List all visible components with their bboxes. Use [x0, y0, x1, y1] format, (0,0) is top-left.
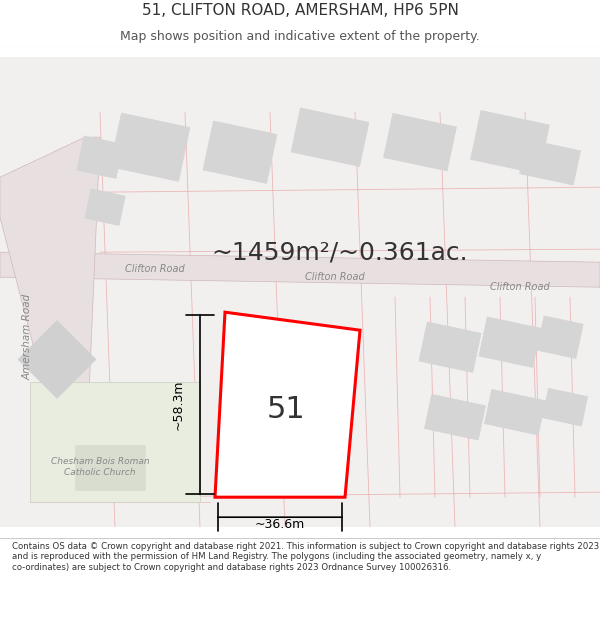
Polygon shape [215, 312, 360, 497]
Bar [75, 444, 145, 489]
Bar [419, 322, 481, 372]
Text: Clifton Road: Clifton Road [125, 264, 185, 274]
Text: Chesham Bois Roman
Catholic Church: Chesham Bois Roman Catholic Church [50, 458, 149, 477]
Bar [110, 113, 190, 181]
Bar [203, 121, 277, 183]
Polygon shape [0, 137, 100, 487]
Text: ~1459m²/~0.361ac.: ~1459m²/~0.361ac. [212, 240, 469, 264]
Text: Clifton Road: Clifton Road [305, 272, 365, 282]
Bar [520, 139, 581, 185]
Polygon shape [0, 252, 600, 288]
Bar [291, 108, 369, 166]
Bar [542, 388, 587, 426]
Bar [18, 321, 96, 398]
Text: 51: 51 [267, 395, 305, 424]
Text: 51, CLIFTON ROAD, AMERSHAM, HP6 5PN: 51, CLIFTON ROAD, AMERSHAM, HP6 5PN [142, 2, 458, 18]
Bar [383, 113, 457, 171]
Bar [30, 382, 200, 502]
Text: ~58.3m: ~58.3m [172, 379, 185, 430]
Text: ~36.6m: ~36.6m [255, 518, 305, 531]
Bar [484, 389, 545, 435]
Text: Clifton Road: Clifton Road [490, 282, 550, 292]
Bar [85, 189, 125, 226]
Bar [77, 136, 123, 179]
Bar [537, 316, 583, 359]
Text: Map shows position and indicative extent of the property.: Map shows position and indicative extent… [120, 30, 480, 43]
Bar [470, 111, 550, 174]
Text: Amersham Road: Amersham Road [23, 294, 33, 380]
Bar [424, 394, 485, 440]
Text: Contains OS data © Crown copyright and database right 2021. This information is : Contains OS data © Crown copyright and d… [12, 542, 599, 572]
Bar [479, 317, 541, 368]
